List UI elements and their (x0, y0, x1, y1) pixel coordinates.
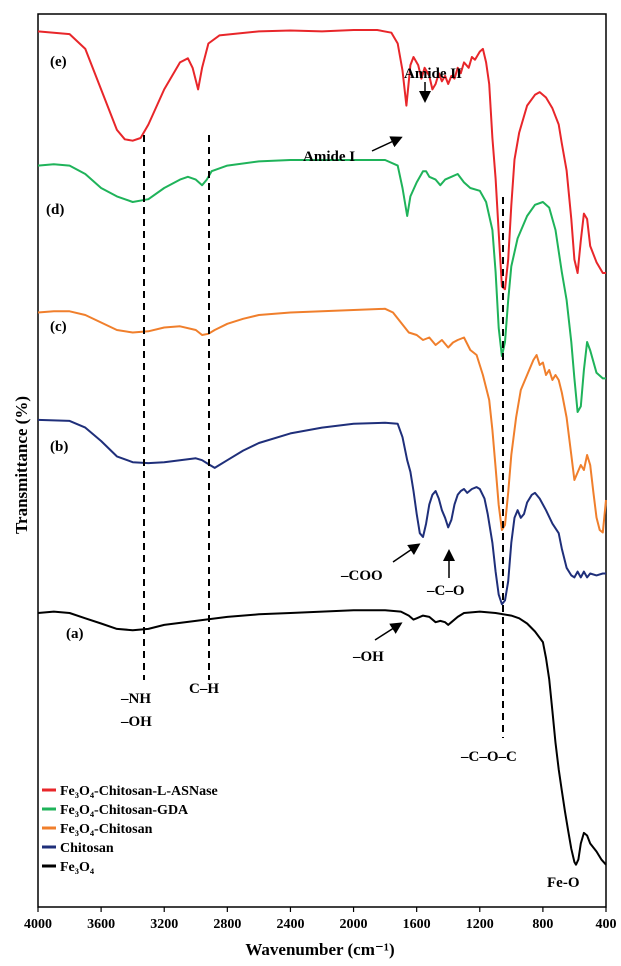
arrow-oh (374, 622, 403, 641)
label-oh-a: –OH (352, 649, 384, 665)
label-coo: –COO (340, 568, 383, 584)
band-guides (143, 135, 504, 738)
x-axis-title: Wavenumber (cm⁻¹) (245, 940, 394, 959)
curve-tag-b: (b) (50, 439, 68, 455)
label-nh: –NH (120, 691, 151, 707)
x-tick-label: 1200 (466, 917, 494, 932)
curve-tag-c: (c) (50, 319, 67, 335)
label-amide-ii: Amide II (404, 66, 462, 82)
spectra (37, 29, 607, 866)
label-fe-o: Fe-O (547, 875, 579, 891)
legend-label: Fe₃O₄-Chitosan (60, 822, 153, 837)
label-coc: –C–O–C (460, 749, 517, 765)
legend-label: Fe₃O₄-Chitosan-GDA (60, 803, 189, 818)
label-oh-nh: –OH (120, 714, 152, 730)
plot-frame (37, 13, 607, 908)
x-tick-label: 3600 (87, 917, 115, 932)
series-line-0 (37, 29, 606, 291)
legend-label: Fe₃O₄ (60, 860, 95, 875)
annotation-arrows (371, 82, 455, 641)
curve-tag-e: (e) (50, 54, 67, 70)
x-tick-label: 800 (532, 917, 553, 932)
series-line-4 (37, 609, 607, 866)
series-line-2 (37, 307, 607, 534)
x-tick-label: 2800 (213, 917, 241, 932)
label-amide-i: Amide I (303, 149, 355, 165)
curve-tag-d: (d) (46, 202, 64, 218)
y-axis-title: Transmittance (%) (12, 396, 31, 534)
arrow-coo (392, 543, 421, 563)
x-tick-label: 3200 (150, 917, 178, 932)
x-tick-label: 2400 (276, 917, 304, 932)
series-line-3 (37, 418, 606, 606)
label-ch: C–H (189, 681, 219, 697)
legend-label: Fe₃O₄-Chitosan-L-ASNase (60, 784, 218, 799)
series-line-1 (37, 159, 606, 413)
x-tick-label: 1600 (403, 917, 431, 932)
legend: Fe₃O₄-Chitosan-L-ASNase Fe₃O₄-Chitosan-GD… (42, 784, 218, 875)
curve-tag-a: (a) (66, 626, 84, 642)
x-ticks: 4000 3600 3200 2800 2400 2000 1600 1200 800 400 (24, 907, 617, 932)
x-tick-label: 2000 (340, 917, 368, 932)
legend-label: Chitosan (60, 841, 114, 856)
x-tick-label: 4000 (24, 917, 52, 932)
x-tick-label: 400 (596, 917, 617, 932)
arrow-amide-i (371, 136, 403, 152)
label-co: –C–O (426, 583, 465, 599)
